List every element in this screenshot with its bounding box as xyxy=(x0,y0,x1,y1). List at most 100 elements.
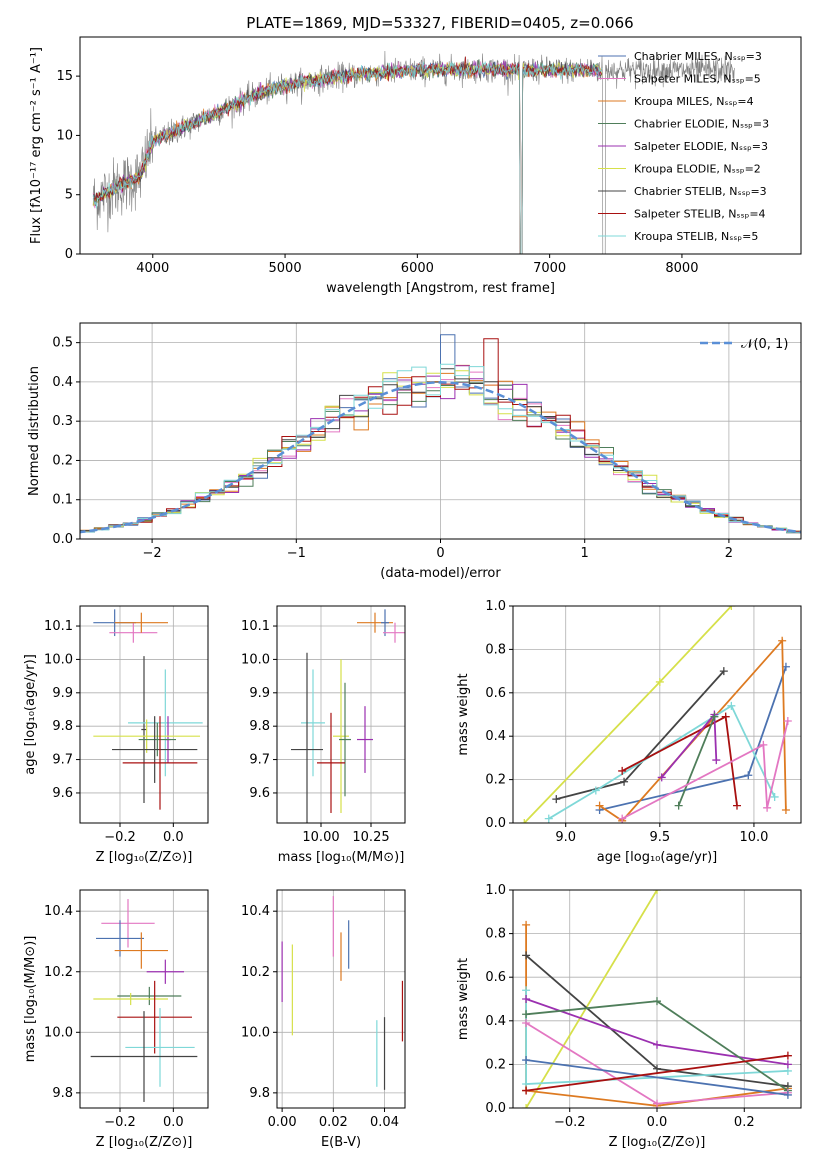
y-tick-label: 0.2 xyxy=(485,773,506,788)
weight-series-line xyxy=(548,704,776,820)
legend-entry: Kroupa ELODIE, Nₛₛₚ=2 xyxy=(634,163,761,176)
x-axis-label: Z [log₁₀(Z/Z⊙)] xyxy=(609,1135,706,1150)
y-tick-label: 10 xyxy=(56,128,73,143)
y-tick-label: 1.0 xyxy=(485,883,506,898)
weight-point-marker xyxy=(522,1056,531,1065)
y-tick-label: 9.7 xyxy=(249,753,270,768)
weight-point-marker xyxy=(657,773,666,782)
x-tick-label: 9.5 xyxy=(649,830,670,845)
y-tick-label: 0.6 xyxy=(485,970,506,985)
y-tick-label: 0 xyxy=(65,247,73,262)
x-tick-label: −2 xyxy=(143,546,162,561)
weight-series-line xyxy=(621,720,789,820)
y-tick-label: 0.6 xyxy=(485,686,506,701)
y-tick-label: 0.3 xyxy=(52,414,73,429)
weight-point-marker xyxy=(744,771,753,780)
mass-vs-metallicity-panel: −0.2 0.0 9.8 10.0 10.2 10.4 Z [log₁₀(Z/Z⊙)] mas… xyxy=(23,889,209,1150)
legend-entry: Chabrier MILES, Nₛₛₚ=3 xyxy=(634,50,762,63)
weight-point-marker xyxy=(759,740,768,749)
x-tick-label: 10.0 xyxy=(739,830,768,845)
y-axis-label: age [log₁₀(age/yr)] xyxy=(23,654,38,775)
x-axis-label: Z [log₁₀(Z/Z⊙)] xyxy=(96,850,193,865)
y-tick-label: 0.0 xyxy=(52,532,73,547)
weight-point-marker xyxy=(778,636,787,645)
weight-point-marker xyxy=(733,801,741,810)
weight-point-marker xyxy=(618,766,627,775)
y-tick-label: 5 xyxy=(65,188,73,203)
x-tick-label: 2 xyxy=(725,546,733,561)
axes-frame xyxy=(79,889,209,1109)
x-tick-label: 0.0 xyxy=(647,1115,668,1130)
weight-point-marker xyxy=(674,801,683,810)
weight-point-marker xyxy=(763,803,772,812)
y-tick-label: 9.8 xyxy=(52,719,73,734)
x-tick-label: 10.25 xyxy=(352,830,389,845)
weight-point-marker xyxy=(522,1010,531,1019)
x-tick-label: 10.00 xyxy=(302,830,339,845)
weight-point-marker xyxy=(781,805,790,814)
plot-area xyxy=(281,896,404,1090)
x-axis-label: age [log₁₀(age/yr)] xyxy=(597,850,718,865)
x-tick-label: −1 xyxy=(287,546,306,561)
x-tick-label: 8000 xyxy=(665,261,698,276)
y-tick-label: 9.9 xyxy=(249,686,270,701)
y-axis-label: Normed distribution xyxy=(27,366,42,496)
y-tick-label: 9.8 xyxy=(249,1086,270,1101)
axes-frame xyxy=(512,889,802,1109)
x-tick-label: −0.2 xyxy=(104,830,136,845)
x-axis-label: mass [log₁₀(M/M⊙)] xyxy=(278,850,405,865)
y-axis-label: mass weight xyxy=(456,958,471,1040)
y-tick-label: 0.0 xyxy=(485,816,506,831)
weight-point-marker xyxy=(620,777,629,786)
weight-series-line xyxy=(525,1054,789,1092)
weight-point-marker xyxy=(727,606,736,610)
legend-entry: Salpeter STELIB, Nₛₛₚ=4 xyxy=(634,208,766,221)
x-tick-label: −0.2 xyxy=(104,1115,136,1130)
weight-point-marker xyxy=(522,1018,531,1027)
x-axis-label: wavelength [Angstrom, rest frame] xyxy=(326,281,555,296)
weight-vs-age-panel: 9.0 9.5 10.0 0.0 0.2 0.4 0.6 0.8 1.0 age [log₁₀(a… xyxy=(456,599,802,865)
y-tick-label: 0.5 xyxy=(52,336,73,351)
weight-point-marker xyxy=(655,677,664,686)
weight-series-line xyxy=(525,1059,789,1096)
weight-point-marker xyxy=(522,1104,531,1108)
plot-area xyxy=(93,609,203,810)
plot-area xyxy=(291,609,405,823)
legend-entry: Salpeter ELODIE, Nₛₛₚ=3 xyxy=(634,140,768,153)
weight-point-marker xyxy=(653,1064,661,1073)
age-vs-metallicity-panel: −0.2 0.0 9.6 9.7 9.8 9.9 10.0 10.1 Z [log₁₀(Z/Z⊙… xyxy=(23,605,209,865)
y-tick-label: 9.7 xyxy=(52,753,73,768)
y-tick-label: 0.2 xyxy=(485,1057,506,1072)
weight-point-marker xyxy=(653,997,661,1006)
weight-series-line xyxy=(677,716,716,806)
legend-entry: Kroupa MILES, Nₛₛₚ=4 xyxy=(634,95,754,108)
x-tick-label: −0.2 xyxy=(554,1115,586,1130)
model-spectrum-line xyxy=(92,61,603,254)
weight-point-marker xyxy=(618,814,627,823)
weight-point-marker xyxy=(522,920,531,929)
x-tick-label: 0.0 xyxy=(163,830,184,845)
y-axis-label: mass [log₁₀(M/M⊙)] xyxy=(23,936,38,1063)
plot-area xyxy=(522,890,792,1108)
y-tick-label: 15 xyxy=(56,69,73,84)
axes-frame xyxy=(512,605,802,824)
y-tick-label: 0.0 xyxy=(485,1101,506,1116)
weight-point-marker xyxy=(719,667,728,676)
legend-entry: 𝒩(0, 1) xyxy=(741,337,788,352)
y-tick-label: 10.0 xyxy=(241,1025,270,1040)
y-tick-label: 9.8 xyxy=(249,719,270,734)
y-tick-label: 10.1 xyxy=(44,619,73,634)
legend: 𝒩(0, 1) xyxy=(700,337,788,352)
weight-point-marker xyxy=(710,712,719,721)
residuals-panel: −2 −1 0 1 2 0.0 0.1 0.2 0.3 0.4 0.5 (data-model)/er… xyxy=(27,322,802,581)
chart-title: PLATE=1869, MJD=53327, FIBERID=0405, z=0… xyxy=(246,14,633,32)
plot-area xyxy=(92,50,735,254)
x-tick-label: 4000 xyxy=(136,261,169,276)
gaussian-reference-curve xyxy=(80,381,801,534)
x-tick-label: 0.04 xyxy=(370,1115,399,1130)
legend-entry: Salpeter MILES, Nₛₛₚ=5 xyxy=(634,73,761,86)
y-tick-label: 0.4 xyxy=(52,375,73,390)
y-axis-label: mass weight xyxy=(456,673,471,755)
weight-point-marker xyxy=(783,1090,792,1099)
